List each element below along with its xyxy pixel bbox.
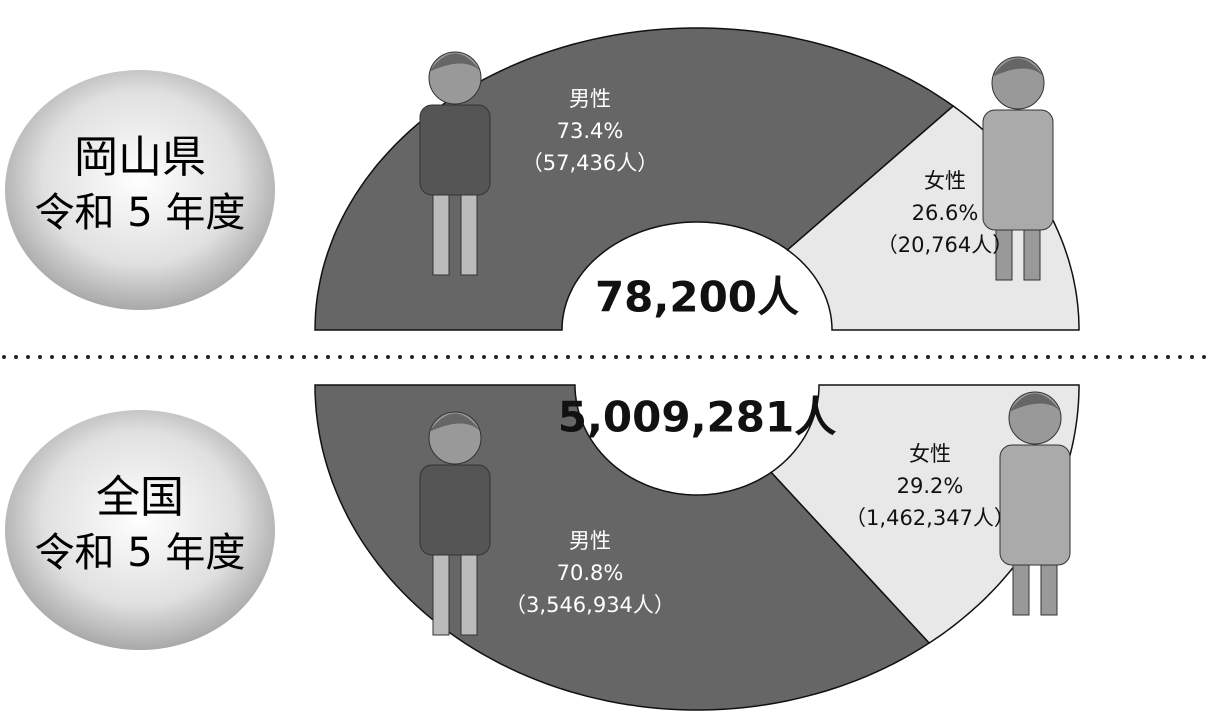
badge xyxy=(5,70,275,310)
badge-title: 全国 xyxy=(96,472,184,523)
body xyxy=(419,104,491,196)
category-label: 女性 xyxy=(909,442,951,466)
female-figure xyxy=(999,391,1071,616)
badge-subtitle: 令和 5 年度 xyxy=(35,190,246,236)
leg xyxy=(432,544,450,636)
leg xyxy=(460,184,478,276)
category-label: 男性 xyxy=(569,87,611,111)
count-label: （3,546,934人） xyxy=(505,593,675,617)
category-label: 男性 xyxy=(569,529,611,553)
value-label: 70.8% xyxy=(557,561,624,585)
total-label: 5,009,281人 xyxy=(558,393,836,442)
hair xyxy=(992,58,1044,77)
badge-subtitle: 令和 5 年度 xyxy=(35,530,246,576)
category-label: 女性 xyxy=(924,169,966,193)
leg xyxy=(432,184,450,276)
hair xyxy=(429,413,481,432)
badge-title: 岡山県 xyxy=(74,132,206,183)
body xyxy=(982,109,1054,231)
leg xyxy=(460,544,478,636)
body xyxy=(419,464,491,556)
badge xyxy=(5,410,275,650)
male-figure xyxy=(419,51,491,276)
total-label: 78,200人 xyxy=(595,273,799,322)
female-figure xyxy=(982,56,1054,281)
value-label: 26.6% xyxy=(912,201,979,225)
value-label: 29.2% xyxy=(897,474,964,498)
value-label: 73.4% xyxy=(557,119,624,143)
male-figure xyxy=(419,411,491,636)
hair xyxy=(1009,393,1061,412)
hair xyxy=(429,53,481,72)
count-label: （57,436人） xyxy=(522,151,658,175)
count-label: （1,462,347人） xyxy=(845,506,1015,530)
count-label: （20,764人） xyxy=(877,233,1013,257)
body xyxy=(999,444,1071,566)
